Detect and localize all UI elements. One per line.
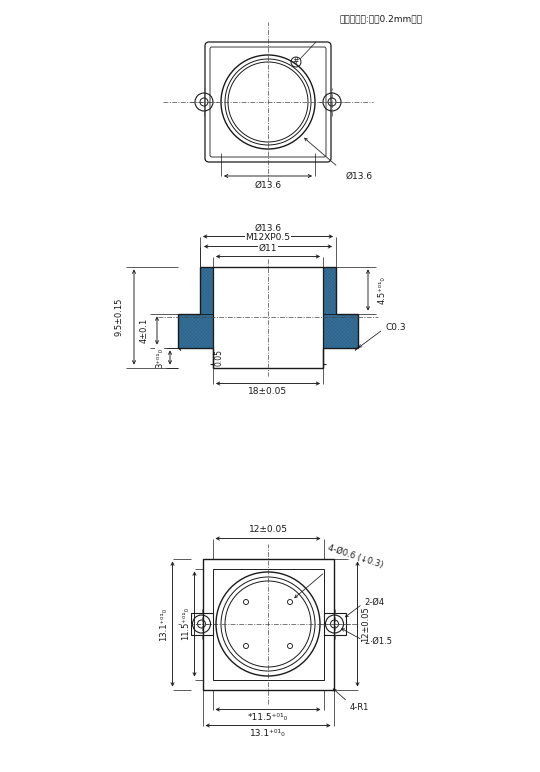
- Text: 2-Ø1.5: 2-Ø1.5: [364, 636, 393, 645]
- Bar: [323, 313, 358, 347]
- Text: 12±0.05: 12±0.05: [248, 526, 287, 534]
- Text: 0.05: 0.05: [215, 348, 224, 365]
- Text: M12XP0.5: M12XP0.5: [246, 233, 291, 242]
- Text: Ø11: Ø11: [259, 243, 277, 252]
- Bar: [323, 266, 336, 313]
- Text: 13.1⁺⁰¹₀: 13.1⁺⁰¹₀: [159, 608, 168, 641]
- Bar: [200, 266, 213, 313]
- Text: Ø13.6: Ø13.6: [254, 181, 281, 190]
- Bar: [178, 313, 213, 347]
- Bar: [323, 313, 358, 347]
- Bar: [202, 558, 334, 689]
- Text: C0.3: C0.3: [385, 323, 406, 332]
- Text: 穴號標識處:凸出0.2mm以下: 穴號標識處:凸出0.2mm以下: [340, 14, 423, 23]
- Bar: [200, 266, 213, 313]
- Text: Ø13.6: Ø13.6: [254, 224, 281, 232]
- Text: #: #: [293, 57, 299, 66]
- Text: 4.5⁺⁰¹₀: 4.5⁺⁰¹₀: [378, 276, 387, 304]
- Text: 13.1⁺⁰¹₀: 13.1⁺⁰¹₀: [250, 730, 286, 739]
- Text: *11.5⁺⁰¹₀: *11.5⁺⁰¹₀: [248, 713, 288, 723]
- Bar: [213, 568, 323, 679]
- Text: 2-Ø4: 2-Ø4: [364, 598, 384, 607]
- Bar: [178, 313, 213, 347]
- Text: 3⁺⁰¹₀: 3⁺⁰¹₀: [155, 347, 164, 367]
- Bar: [323, 613, 346, 635]
- Text: 4-R1: 4-R1: [349, 703, 369, 713]
- Text: 18±0.05: 18±0.05: [248, 388, 288, 397]
- Bar: [323, 266, 336, 313]
- Text: 12±0.05: 12±0.05: [361, 606, 370, 642]
- Text: 4-Ø0.6 (↓0.3): 4-Ø0.6 (↓0.3): [327, 543, 384, 570]
- Text: Ø13.6: Ø13.6: [346, 172, 373, 181]
- Bar: [191, 613, 213, 635]
- Text: 4±0.1: 4±0.1: [140, 318, 149, 343]
- Text: 11.5⁺⁰¹₀: 11.5⁺⁰¹₀: [181, 608, 191, 641]
- Text: 9.5±0.15: 9.5±0.15: [115, 298, 124, 336]
